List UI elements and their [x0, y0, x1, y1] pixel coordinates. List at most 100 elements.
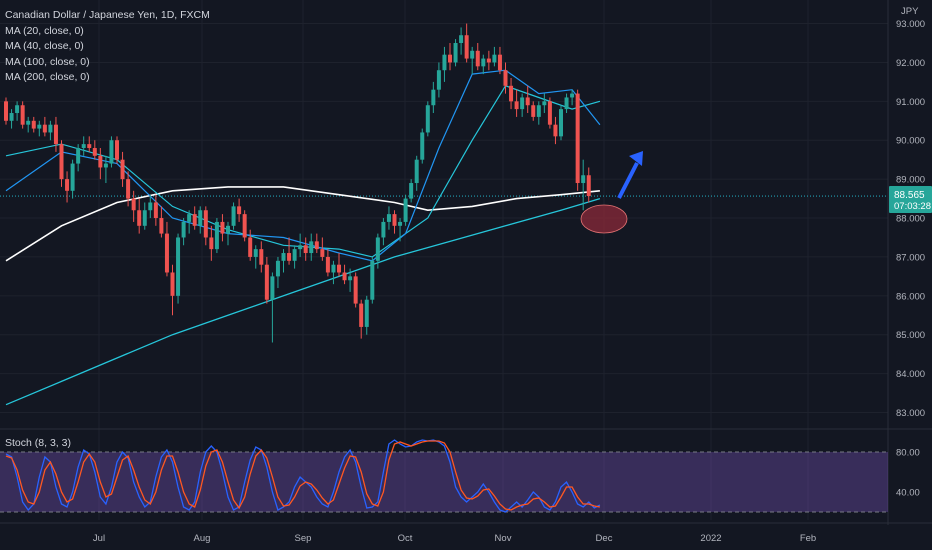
candle-body [492, 54, 497, 63]
candle-body [253, 249, 258, 257]
legend-ma40[interactable]: MA (40, close, 0) [5, 40, 84, 52]
candle-body [65, 179, 70, 191]
legend-ma20[interactable]: MA (20, close, 0) [5, 24, 84, 37]
candle-body [520, 97, 525, 110]
candle-body [386, 214, 391, 222]
candle-body [226, 225, 230, 234]
candle-body [131, 198, 136, 211]
candle-body [4, 101, 8, 121]
candle-body [237, 206, 242, 215]
stoch-d-line [5, 440, 601, 511]
countdown-timer: 07:03:28 [894, 201, 931, 212]
candle-body [203, 210, 208, 238]
stoch-legend[interactable]: Stoch (8, 3, 3) [5, 437, 71, 449]
last-price-badge [889, 186, 932, 214]
candle-body [98, 155, 103, 168]
time-tick-label: Nov [495, 533, 512, 544]
legend-ma200[interactable]: MA (200, close, 0) [5, 71, 90, 83]
candle-body [298, 245, 303, 250]
candle-body [453, 43, 458, 63]
candle-body [115, 140, 119, 160]
candle-body [320, 249, 325, 257]
candle-body [103, 163, 108, 168]
price-tick-label: 92.000 [896, 58, 925, 69]
candle-body [53, 124, 58, 145]
candle-body [348, 276, 353, 281]
candle-body [109, 140, 114, 164]
candle-body [170, 272, 175, 296]
candle-body [176, 237, 181, 296]
annotation-arrow-head [629, 151, 643, 166]
candle-body [425, 105, 430, 133]
price-tick-label: 88.000 [896, 214, 925, 225]
candle-body [509, 85, 514, 102]
legend-ma100[interactable]: MA (100, close, 0) [5, 55, 90, 68]
candle-body [481, 58, 486, 67]
candle-body [353, 276, 358, 304]
time-tick-label: Sep [295, 533, 312, 544]
candle-body [581, 175, 586, 184]
time-tick-label: Feb [800, 533, 816, 544]
candle-body [120, 159, 125, 180]
candle-body [37, 124, 42, 129]
candle-body [137, 210, 142, 226]
candle-body [325, 256, 330, 273]
candle-body [148, 202, 153, 211]
candle-body [514, 101, 519, 110]
candle-body [275, 260, 280, 277]
candle-body [281, 253, 286, 261]
time-tick-label: 2022 [700, 533, 721, 544]
ma100-line [5, 186, 600, 262]
ma200-line [5, 197, 601, 406]
candle-body [414, 159, 419, 184]
price-tick-label: 91.000 [896, 97, 925, 108]
candle-body [31, 120, 36, 129]
candle-body [42, 124, 47, 133]
chart-title: Canadian Dollar / Japanese Yen, 1D, FXCM [5, 9, 210, 21]
candle-body [48, 124, 53, 133]
candle-body [475, 50, 480, 67]
candle-body [564, 97, 569, 110]
chart-legend: Canadian Dollar / Japanese Yen, 1D, FXCM… [5, 8, 210, 86]
candle-body [559, 109, 563, 137]
candle-body [342, 272, 347, 281]
candle-body [586, 175, 591, 197]
price-tick-label: 86.000 [896, 291, 925, 302]
time-tick-label: Dec [596, 533, 613, 544]
candle-body [15, 105, 20, 114]
time-tick-label: Oct [398, 533, 413, 544]
candle-body [220, 221, 225, 234]
candle-body [531, 105, 536, 117]
candle-body [70, 163, 75, 191]
time-tick-label: Jul [93, 533, 105, 544]
currency-unit-label: JPY [901, 6, 919, 17]
candle-body [59, 144, 64, 180]
candle-body [381, 221, 386, 238]
candle-body [436, 70, 441, 90]
candle-body [364, 299, 369, 327]
candle-body [187, 214, 192, 222]
candle-body [292, 249, 297, 261]
candle-body [9, 113, 14, 121]
candle-body [164, 233, 169, 273]
price-tick-label: 87.000 [896, 252, 925, 263]
annotation-arrow-shaft [617, 162, 639, 199]
candle-body [287, 253, 292, 261]
candle-body [392, 214, 397, 226]
candle-body [403, 198, 408, 222]
price-tick-label: 85.000 [896, 330, 925, 341]
ma40-line [5, 85, 601, 258]
candle-body [431, 89, 436, 106]
candle-body [20, 105, 25, 125]
stoch-tick-label: 40.00 [896, 488, 920, 499]
candle-body [459, 35, 464, 44]
candle-body [442, 54, 447, 71]
stoch-k-line [5, 439, 601, 513]
candle-body [314, 241, 319, 250]
candle-body [420, 132, 425, 160]
price-tick-label: 90.000 [896, 136, 925, 147]
candle-body [126, 179, 131, 199]
candle-body [181, 221, 186, 238]
candle-body [337, 264, 341, 273]
